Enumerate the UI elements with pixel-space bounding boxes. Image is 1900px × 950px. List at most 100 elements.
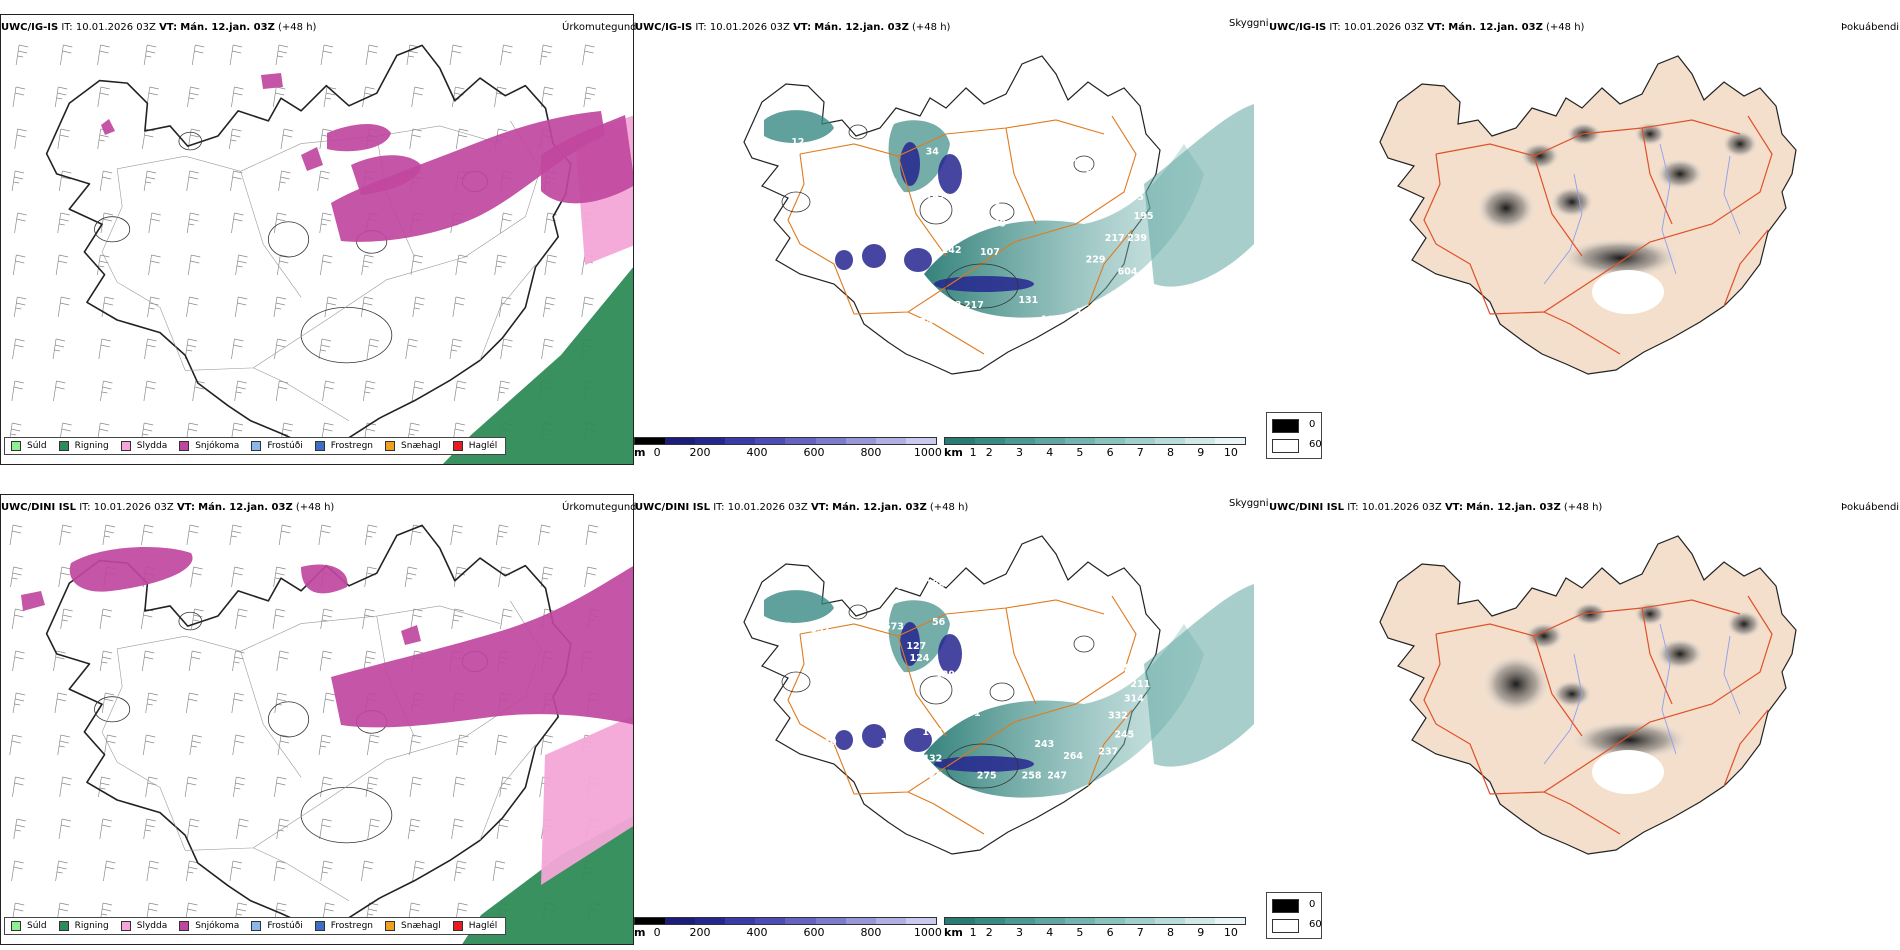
visibility-layer	[743, 535, 1254, 855]
colorbar-tick: 1000	[913, 446, 942, 459]
visibility-label: 245	[1114, 730, 1134, 741]
legend-label: Súld	[27, 441, 47, 451]
colorbar-bin	[1065, 918, 1095, 924]
fog-dense-label: 0	[1309, 419, 1316, 430]
visibility-label: 182	[922, 727, 942, 738]
colorbar-tick: 2	[985, 926, 993, 939]
precip-legend-item: Frostúði	[251, 921, 303, 931]
legend-label: Snjókoma	[195, 921, 240, 931]
fog-dense-label: 0	[1309, 899, 1316, 910]
legend-label: Rigning	[74, 921, 109, 931]
visibility-label: 273	[884, 581, 904, 592]
visibility-label: 34	[926, 146, 940, 157]
colorbar-bin	[1095, 918, 1125, 924]
colorbar-tick: 600	[803, 446, 825, 459]
colorbar-bin	[1155, 438, 1185, 444]
colorbar-tick: 8	[1167, 446, 1174, 459]
visibility-label: 243	[1034, 739, 1054, 750]
legend-swatch	[385, 441, 396, 451]
colorbar-bin	[945, 438, 975, 444]
it-label: IT:	[1329, 22, 1341, 33]
it-value: 10.01.2026 03Z	[1361, 502, 1442, 513]
colorbar-unit: m	[634, 926, 646, 939]
visibility-title-bottom: Skyggni	[1229, 498, 1269, 509]
fog-header-bottom: UWC/DINI ISL IT: 10.01.2026 03Z VT: Mán.…	[1269, 502, 1602, 513]
legend-label: Haglél	[468, 921, 498, 931]
colorbar-strip	[634, 437, 937, 445]
colorbar-bin	[875, 438, 906, 444]
precip-map-bottom	[9, 524, 633, 944]
visibility-header-top: UWC/IG-IS IT: 10.01.2026 03Z VT: Mán. 12…	[635, 22, 950, 33]
legend-label: Snæhagl	[401, 921, 441, 931]
colorbar-bin	[975, 918, 1005, 924]
vt-label: VT:	[793, 22, 812, 33]
legend-label: Haglél	[468, 441, 498, 451]
colorbar-bin	[695, 438, 726, 444]
colorbar-bin	[1035, 438, 1065, 444]
legend-swatch	[120, 441, 131, 451]
legend-label: Frostregn	[330, 441, 374, 451]
visibility-label: 274	[913, 317, 933, 328]
vt-value: Mán. 12.jan. 03Z	[180, 22, 275, 33]
legend-label: Snjókoma	[195, 441, 240, 451]
colorbar-strip	[944, 437, 1246, 445]
precip-map-top	[8, 44, 633, 464]
it-value: 10.01.2026 03Z	[727, 502, 808, 513]
colorbar-tick: 4	[1046, 926, 1054, 939]
colorbar-bin	[725, 918, 756, 924]
precip-legend-item: Haglél	[452, 441, 498, 451]
precip-type-panel-bottom: Súld Rigning Slydda Snjókoma Frostúði Frostre…	[0, 494, 634, 945]
precip-legend-top: Súld Rigning Slydda Snjókoma Frostúði Frostre…	[4, 437, 507, 455]
fog-layer	[1379, 535, 1797, 855]
colorbar-bin	[1155, 918, 1185, 924]
colorbar-bin	[785, 918, 816, 924]
precip-legend-item: Snjókoma	[179, 921, 239, 931]
visibility-panel-top: 12 109 174 98 162 70 34 293 559 159 169 277 445 195 21…	[634, 14, 1268, 465]
visibility-label: 239	[1127, 233, 1147, 244]
colorbar-bin	[905, 918, 936, 924]
colorbar-bin	[1005, 438, 1035, 444]
legend-swatch	[11, 441, 21, 451]
colorbar-bin	[785, 438, 816, 444]
fog-clear-label: 60	[1309, 439, 1322, 450]
precip-header-bottom: UWC/DINI ISL IT: 10.01.2026 03Z VT: Mán.…	[1, 502, 334, 513]
vt-label: VT:	[1427, 22, 1446, 33]
colorbar-tick: 3	[1016, 446, 1023, 459]
colorbar-bin	[1185, 918, 1215, 924]
visibility-map-top: 12 109 174 98 162 70 34 293 559 159 169 277 445 195 21…	[743, 55, 1254, 375]
it-label: IT:	[61, 22, 73, 33]
visibility-label: 573	[884, 622, 904, 633]
visibility-label: 314	[1124, 694, 1144, 705]
colorbar-tick: 400	[746, 446, 768, 459]
model-name: UWC/IG-IS	[635, 22, 693, 33]
colorbar-unit: m	[634, 446, 646, 459]
legend-swatch	[385, 921, 396, 931]
rivers	[1543, 623, 1741, 765]
visibility-label: 217	[964, 300, 984, 311]
precip-title-top: Úrkomutegund	[562, 22, 637, 33]
colorbar-bin	[1005, 918, 1035, 924]
precip-legend-item: Rigning	[58, 921, 109, 931]
visibility-label: 125	[878, 300, 898, 311]
it-value: 10.01.2026 03Z	[709, 22, 790, 33]
legend-swatch	[251, 921, 262, 931]
model-name: UWC/IG-IS	[1, 22, 59, 33]
visibility-label: 268	[1108, 662, 1128, 673]
lead-time: (+48 h)	[929, 502, 969, 513]
precip-areas	[21, 547, 633, 944]
legend-swatch	[11, 921, 21, 931]
lead-time: (+48 h)	[1546, 22, 1585, 33]
roads	[1423, 595, 1773, 835]
precip-legend-item: Frostregn	[314, 441, 374, 451]
vt-value: Mán. 12.jan. 03Z	[1448, 22, 1543, 33]
it-label: IT:	[713, 502, 725, 513]
precip-areas	[101, 73, 633, 464]
colorbar-bin	[1065, 438, 1095, 444]
visibility-label: 107	[980, 247, 1000, 258]
colorbar-tick: 10	[1223, 926, 1238, 939]
colorbar-bin	[975, 438, 1005, 444]
legend-swatch	[452, 441, 463, 451]
visibility-label: 101	[961, 708, 981, 719]
legend-label: Frostúði	[267, 921, 303, 931]
colorbar-bin	[635, 918, 666, 924]
